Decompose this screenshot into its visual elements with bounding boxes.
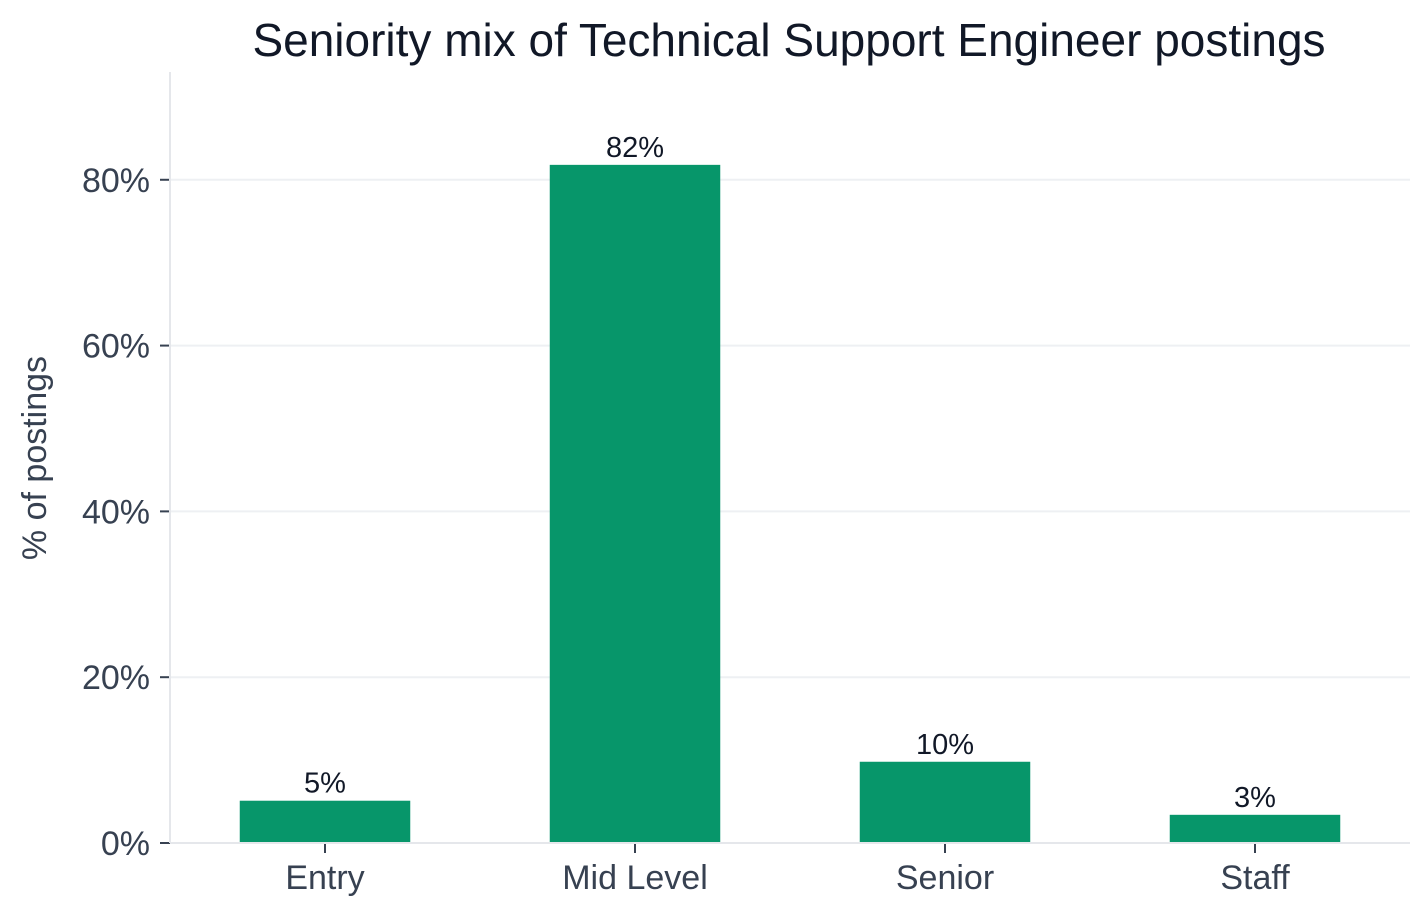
bar-value-label: 5% xyxy=(304,768,346,800)
x-tick-label: Staff xyxy=(1220,859,1290,897)
y-tick-label: 20% xyxy=(82,659,150,697)
bar xyxy=(859,761,1031,843)
x-tick-label: Senior xyxy=(896,859,994,897)
chart-title: Seniority mix of Technical Support Engin… xyxy=(252,14,1325,66)
y-tick-label: 40% xyxy=(82,493,150,531)
bar xyxy=(1169,814,1341,843)
bar xyxy=(549,164,721,843)
bars xyxy=(239,164,1341,843)
y-tick-label: 0% xyxy=(101,825,150,863)
bar-value-label: 82% xyxy=(606,132,664,164)
y-tick-label: 60% xyxy=(82,328,150,366)
data-labels: 5% 82% 10% 3% xyxy=(304,132,1276,814)
bar xyxy=(239,800,411,843)
gridlines xyxy=(170,178,1410,679)
bar-value-label: 10% xyxy=(916,729,974,761)
axes: 0% 20% 40% 60% 80% Entry Mid Level Senior Staff xyxy=(82,72,1410,897)
x-tick-label: Mid Level xyxy=(562,859,708,897)
x-tick-label: Entry xyxy=(285,859,364,897)
y-axis-label: % of postings xyxy=(16,356,54,560)
bar-value-label: 3% xyxy=(1234,782,1276,814)
y-tick-label: 80% xyxy=(82,162,150,200)
